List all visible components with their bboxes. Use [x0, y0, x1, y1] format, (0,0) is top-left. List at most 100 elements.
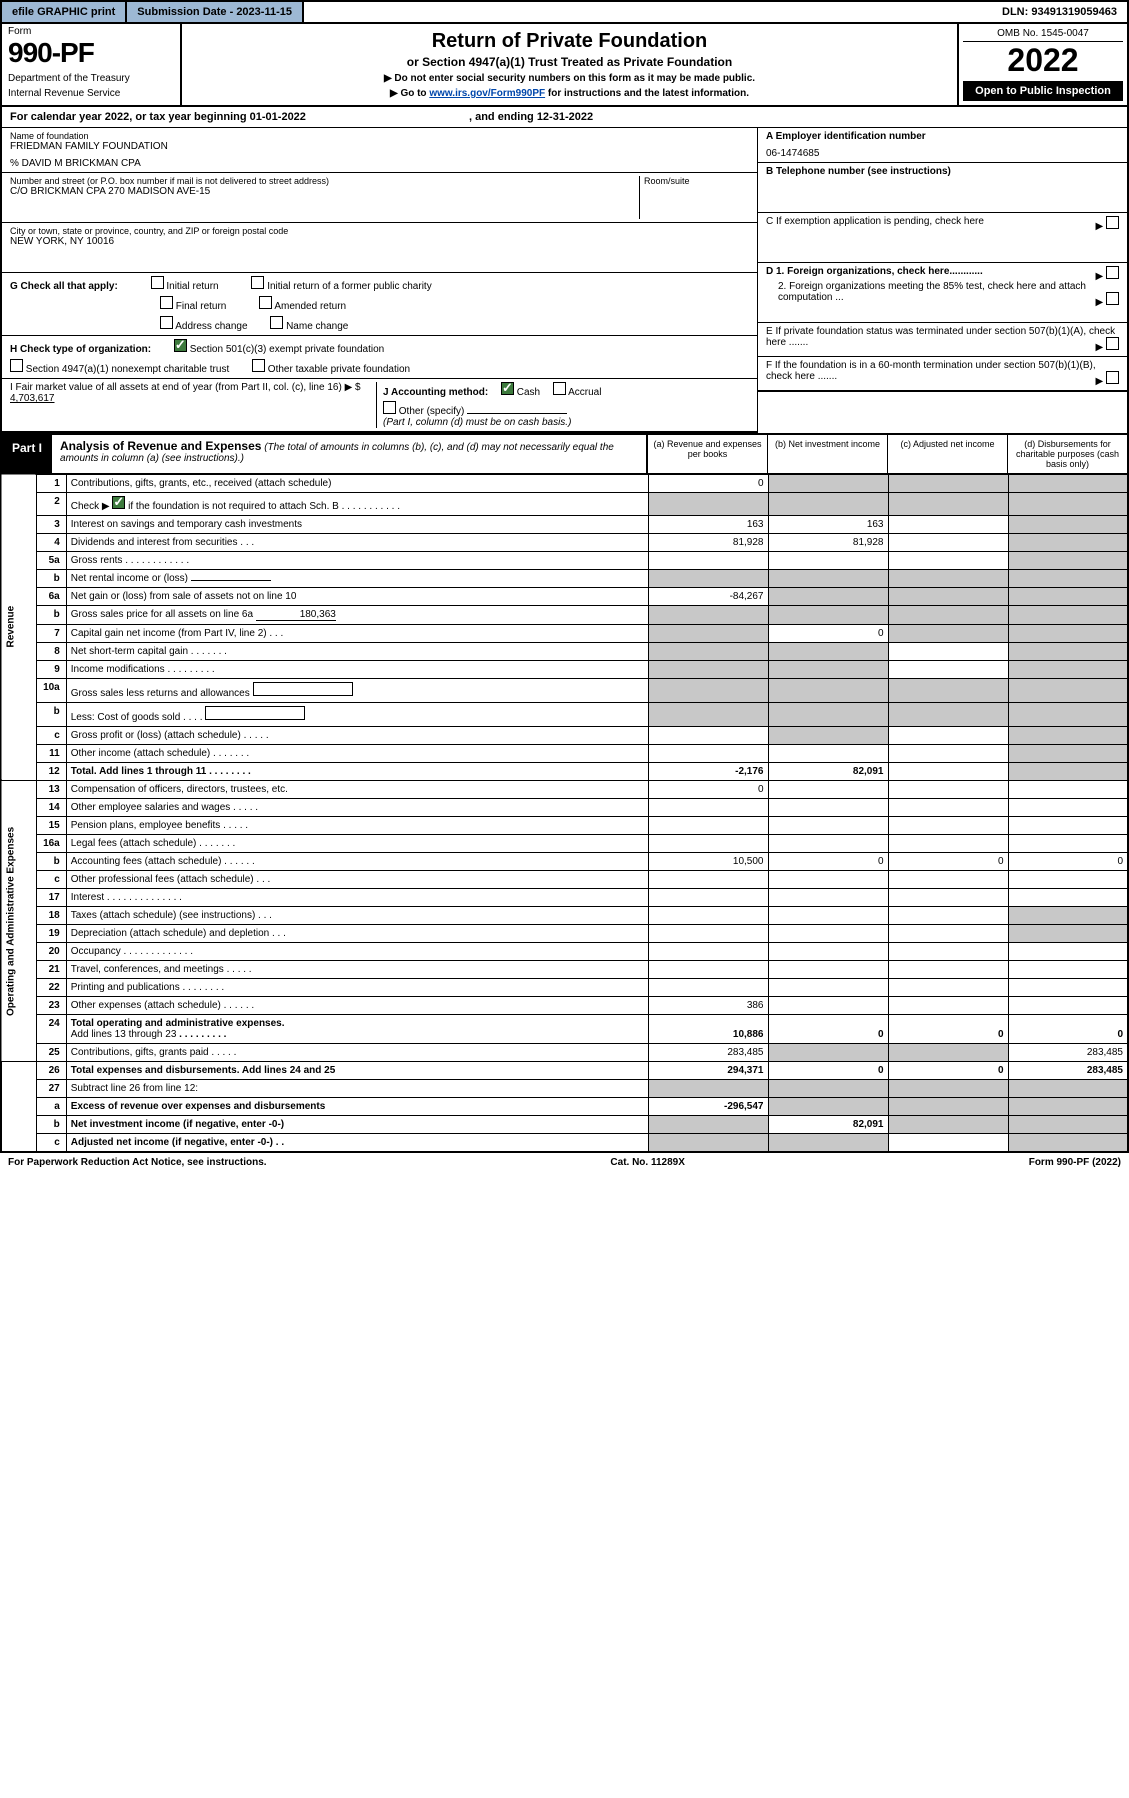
- ij-section: I Fair market value of all assets at end…: [2, 379, 757, 433]
- checkbox-f[interactable]: [1106, 371, 1119, 384]
- checkbox-501c3[interactable]: [174, 339, 187, 352]
- g-opt-2: Final return: [176, 301, 227, 312]
- row-num: 16a: [36, 835, 66, 853]
- cell-a: [648, 979, 768, 997]
- cell-c: [888, 1044, 1008, 1062]
- cell-b: [768, 961, 888, 979]
- checkbox-final[interactable]: [160, 296, 173, 309]
- c-label: C If exemption application is pending, c…: [766, 216, 984, 227]
- row-desc: Dividends and interest from securities .…: [66, 534, 648, 552]
- cell-b: 82,091: [768, 1116, 888, 1134]
- cell-d: [1008, 570, 1128, 588]
- cell-b: [768, 661, 888, 679]
- cell-c: [888, 943, 1008, 961]
- row-desc: Printing and publications . . . . . . . …: [66, 979, 648, 997]
- cell-b: [768, 835, 888, 853]
- table-row: a Excess of revenue over expenses and di…: [1, 1098, 1128, 1116]
- cell-b: [768, 997, 888, 1015]
- cell-d: [1008, 745, 1128, 763]
- cell-c: [888, 763, 1008, 781]
- desc-prefix: Check ▶: [71, 501, 110, 512]
- checkbox-e[interactable]: [1106, 337, 1119, 350]
- footer-left: For Paperwork Reduction Act Notice, see …: [8, 1157, 267, 1168]
- cell-b: [768, 570, 888, 588]
- part1-title-text: Analysis of Revenue and Expenses: [60, 439, 261, 453]
- checkbox-address[interactable]: [160, 316, 173, 329]
- cell-c: [888, 961, 1008, 979]
- table-row: 18 Taxes (attach schedule) (see instruct…: [1, 907, 1128, 925]
- cell-b: [768, 817, 888, 835]
- row-desc: Interest on savings and temporary cash i…: [66, 516, 648, 534]
- row-num: 27: [36, 1080, 66, 1098]
- cell-a: -2,176: [648, 763, 768, 781]
- checkbox-other-method[interactable]: [383, 401, 396, 414]
- row-desc: Contributions, gifts, grants paid . . . …: [66, 1044, 648, 1062]
- checkbox-d1[interactable]: [1106, 266, 1119, 279]
- cell-a: [648, 1116, 768, 1134]
- row-num: 26: [36, 1062, 66, 1080]
- cell-a: [648, 961, 768, 979]
- cell-b: [768, 493, 888, 516]
- note-ssn: ▶ Do not enter social security numbers o…: [188, 73, 951, 84]
- g-opt-4: Address change: [175, 321, 247, 332]
- cell-c: [888, 1080, 1008, 1098]
- cell-a: 386: [648, 997, 768, 1015]
- city: NEW YORK, NY 10016: [10, 236, 749, 247]
- cell-a: 0: [648, 781, 768, 799]
- cell-b: [768, 925, 888, 943]
- checkbox-other-taxable[interactable]: [252, 359, 265, 372]
- checkbox-amended[interactable]: [259, 296, 272, 309]
- g-opt-1: Initial return of a former public charit…: [267, 281, 432, 292]
- checkbox-4947[interactable]: [10, 359, 23, 372]
- cell-c: [888, 474, 1008, 493]
- cell-a: [648, 552, 768, 570]
- table-row: Operating and Administrative Expenses 13…: [1, 781, 1128, 799]
- ein: 06-1474685: [766, 148, 1119, 159]
- dln: DLN: 93491319059463: [992, 2, 1127, 22]
- name-label: Name of foundation: [10, 131, 749, 141]
- instructions-link[interactable]: www.irs.gov/Form990PF: [429, 88, 545, 99]
- cell-c: [888, 606, 1008, 625]
- cell-b: [768, 1134, 888, 1153]
- checkbox-initial[interactable]: [151, 276, 164, 289]
- checkbox-cash[interactable]: [501, 382, 514, 395]
- table-row: b Gross sales price for all assets on li…: [1, 606, 1128, 625]
- dept-line1: Department of the Treasury: [8, 73, 174, 84]
- row-num: 13: [36, 781, 66, 799]
- cell-c: [888, 781, 1008, 799]
- checkbox-name-change[interactable]: [270, 316, 283, 329]
- cell-c: 0: [888, 1062, 1008, 1080]
- efile-button[interactable]: efile GRAPHIC print: [2, 2, 127, 22]
- row-num: 24: [36, 1015, 66, 1044]
- checkbox-accrual[interactable]: [553, 382, 566, 395]
- cell-a: [648, 625, 768, 643]
- table-row: 2 Check ▶ if the foundation is not requi…: [1, 493, 1128, 516]
- checkbox-initial-former[interactable]: [251, 276, 264, 289]
- checkbox-d2[interactable]: [1106, 292, 1119, 305]
- cell-c: [888, 588, 1008, 606]
- cell-c: [888, 817, 1008, 835]
- calendar-begin: For calendar year 2022, or tax year begi…: [10, 111, 306, 123]
- row-num: 4: [36, 534, 66, 552]
- g-label: G Check all that apply:: [10, 281, 118, 292]
- cell-b: [768, 979, 888, 997]
- row-num: c: [36, 871, 66, 889]
- cell-d: [1008, 474, 1128, 493]
- row-desc: Gross sales less returns and allowances: [66, 679, 648, 703]
- cell-b: [768, 643, 888, 661]
- note-link: ▶ Go to www.irs.gov/Form990PF for instru…: [188, 88, 951, 99]
- checkbox-schb[interactable]: [112, 496, 125, 509]
- checkbox-c[interactable]: [1106, 216, 1119, 229]
- cell-c: [888, 552, 1008, 570]
- cell-b: 82,091: [768, 763, 888, 781]
- row-num: b: [36, 606, 66, 625]
- cell-b: [768, 943, 888, 961]
- cell-a: [648, 661, 768, 679]
- cell-a: [648, 727, 768, 745]
- row-num: 19: [36, 925, 66, 943]
- table-row: 24 Total operating and administrative ex…: [1, 1015, 1128, 1044]
- desc-suffix: if the foundation is not required to att…: [128, 501, 339, 512]
- row-desc: Gross profit or (loss) (attach schedule)…: [66, 727, 648, 745]
- cell-c: [888, 835, 1008, 853]
- part1-label: Part I: [2, 435, 52, 473]
